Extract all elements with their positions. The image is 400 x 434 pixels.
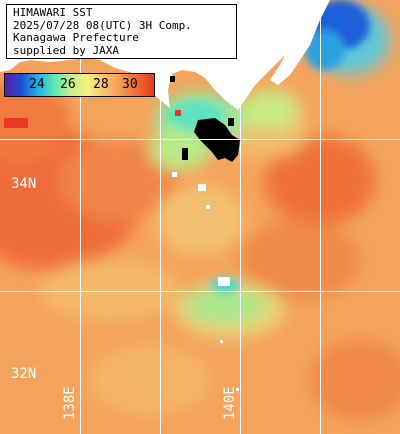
- lat-label-34n: 34N: [11, 176, 37, 192]
- legend-tick-26: 26: [60, 77, 76, 92]
- land-boso: [270, 0, 330, 85]
- lon-label-140e: 140E: [222, 386, 238, 420]
- info-title: HIMAWARI SST: [13, 6, 93, 19]
- info-box: HIMAWARI SST 2025/07/28 08(UTC) 3H Comp.…: [6, 4, 237, 59]
- temperature-legend: 24 26 28 30: [4, 73, 155, 97]
- legend-tick-24: 24: [29, 77, 45, 92]
- legend-tick-28: 28: [93, 77, 109, 92]
- legend-color-bar: [5, 74, 154, 96]
- info-date: 2025/07/28 08(UTC) 3H Comp.: [13, 18, 192, 32]
- info-region: Kanagawa Prefecture: [13, 31, 139, 44]
- lat-label-32n: 32N: [11, 366, 37, 382]
- legend-tick-30: 30: [122, 77, 138, 92]
- info-source: supplied by JAXA: [13, 43, 119, 57]
- lon-label-138e: 138E: [62, 386, 78, 420]
